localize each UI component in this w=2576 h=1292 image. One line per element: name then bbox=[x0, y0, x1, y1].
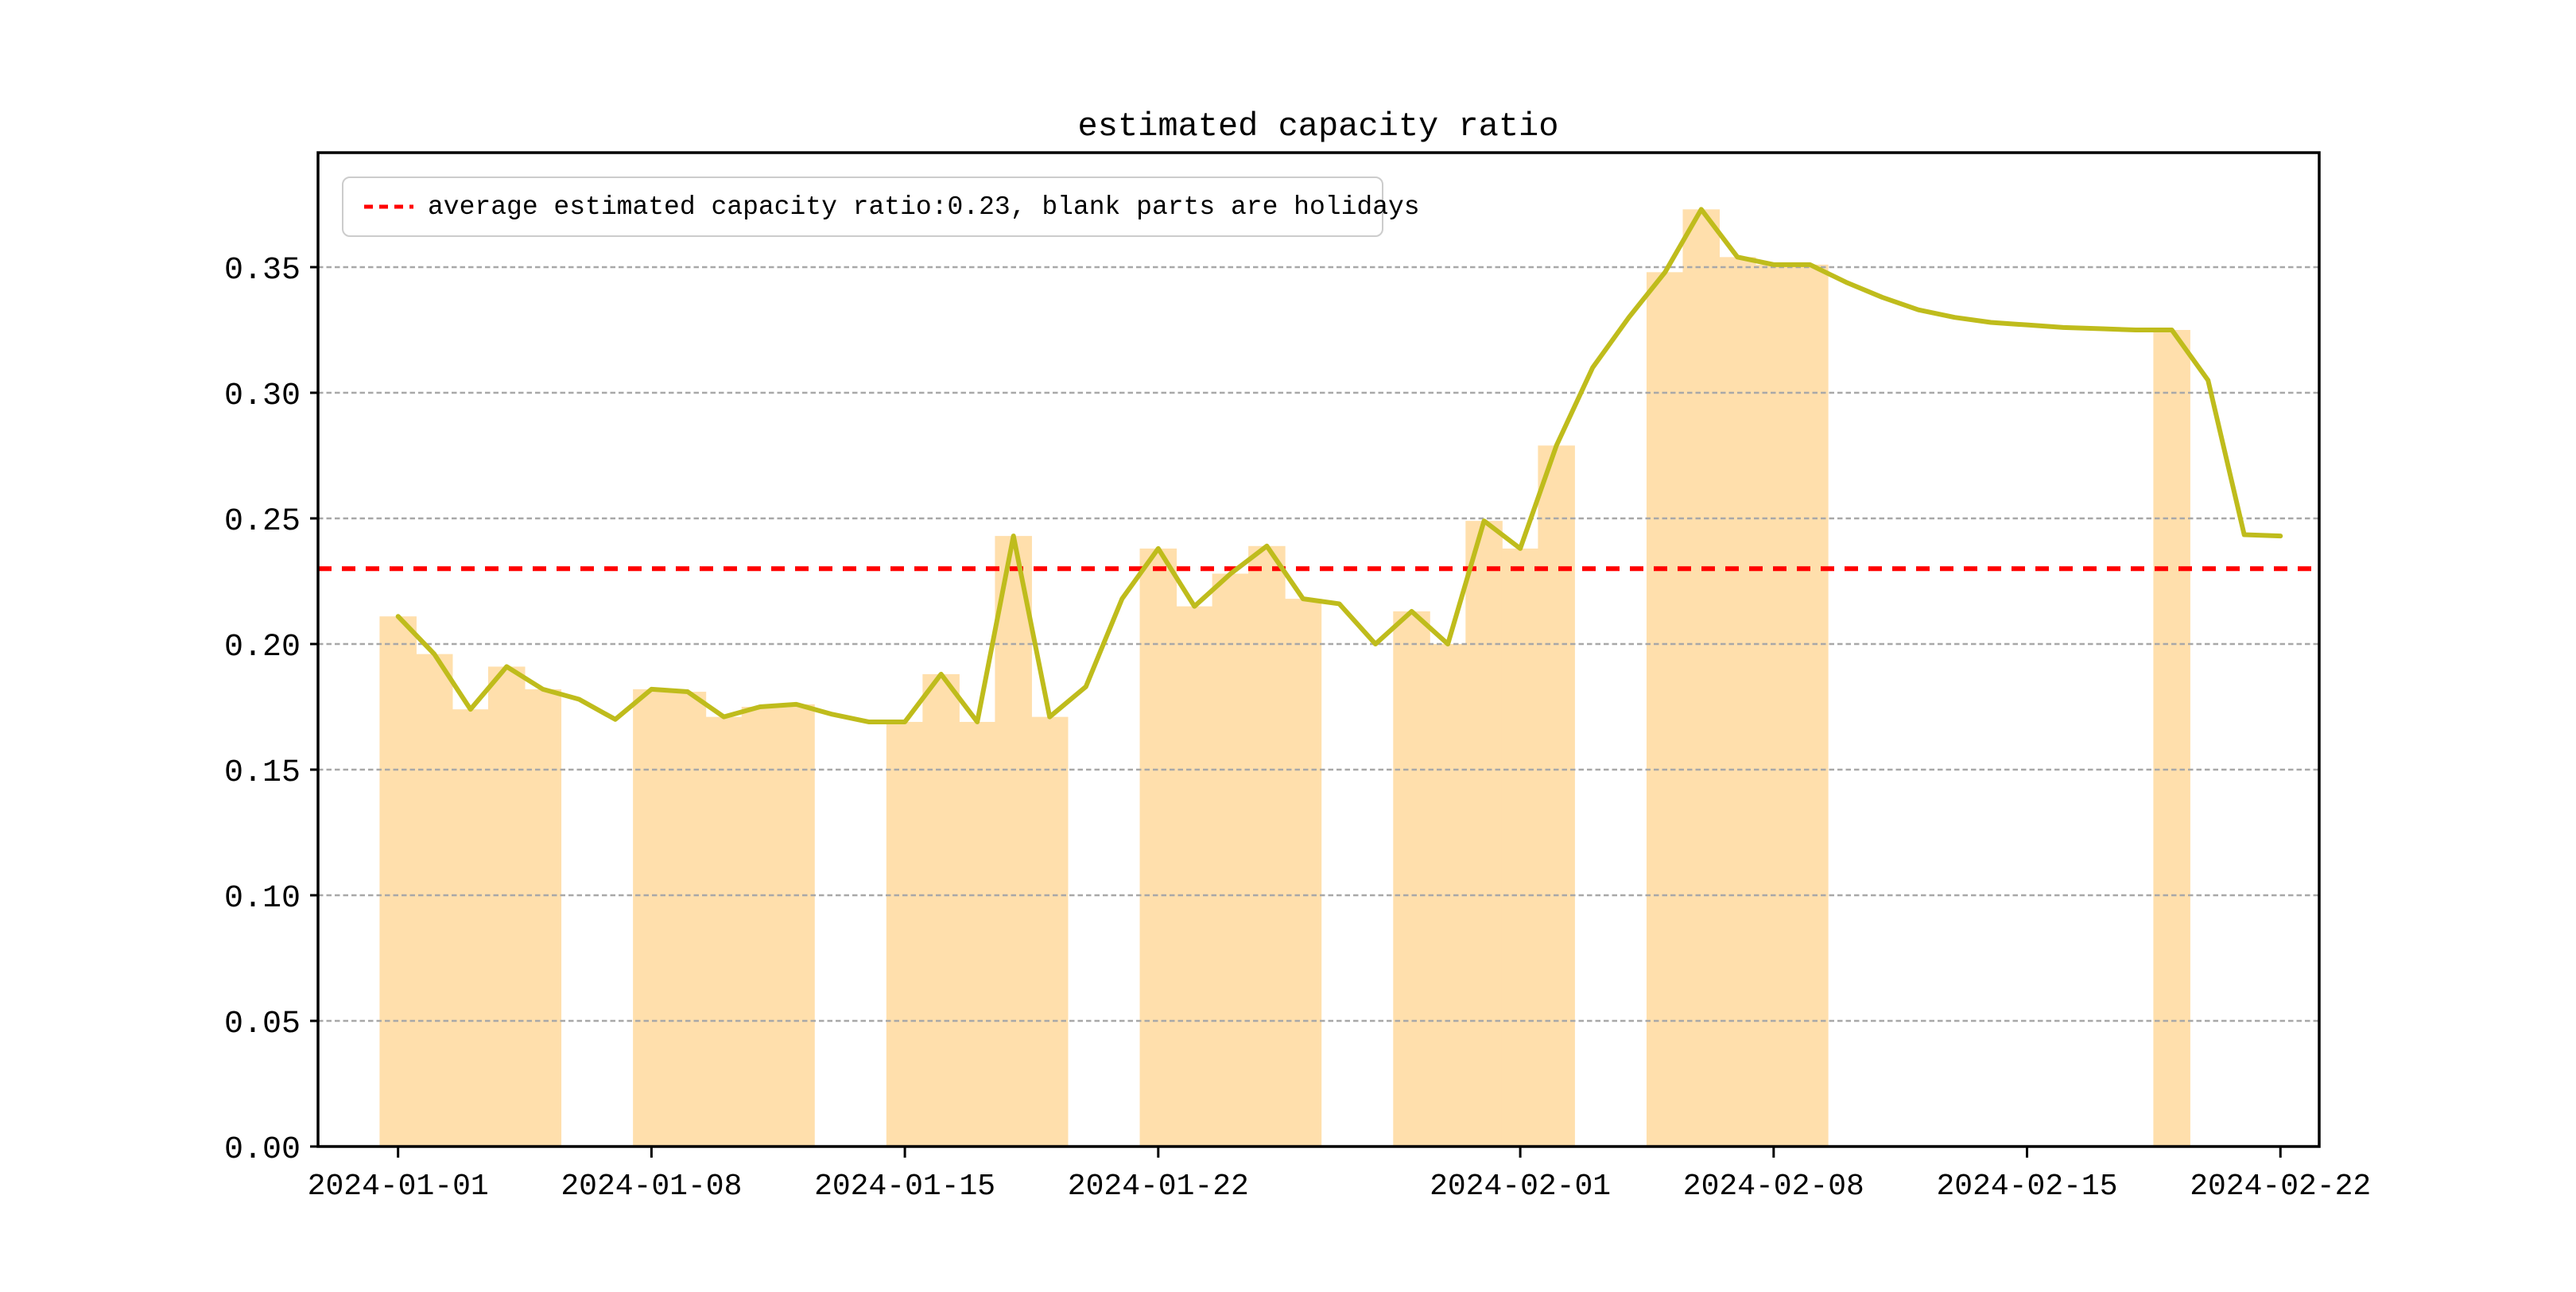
svg-text:2024-02-01: 2024-02-01 bbox=[1430, 1170, 1611, 1204]
svg-text:2024-01-15: 2024-01-15 bbox=[814, 1170, 995, 1204]
svg-text:2024-02-15: 2024-02-15 bbox=[1937, 1170, 2118, 1204]
svg-text:2024-01-01: 2024-01-01 bbox=[308, 1170, 489, 1204]
svg-text:estimated capacity ratio: estimated capacity ratio bbox=[1078, 107, 1559, 145]
svg-text:2024-01-22: 2024-01-22 bbox=[1068, 1170, 1249, 1204]
svg-text:0.05: 0.05 bbox=[224, 1007, 301, 1042]
svg-text:0.30: 0.30 bbox=[224, 378, 301, 414]
svg-text:0.00: 0.00 bbox=[224, 1132, 301, 1168]
svg-text:0.25: 0.25 bbox=[224, 504, 301, 540]
svg-text:2024-02-22: 2024-02-22 bbox=[2190, 1170, 2371, 1204]
svg-text:0.20: 0.20 bbox=[224, 630, 301, 665]
svg-text:0.35: 0.35 bbox=[224, 253, 301, 289]
svg-text:2024-01-08: 2024-01-08 bbox=[561, 1170, 742, 1204]
svg-text:0.15: 0.15 bbox=[224, 755, 301, 791]
svg-text:2024-02-08: 2024-02-08 bbox=[1683, 1170, 1864, 1204]
svg-text:0.10: 0.10 bbox=[224, 881, 301, 917]
